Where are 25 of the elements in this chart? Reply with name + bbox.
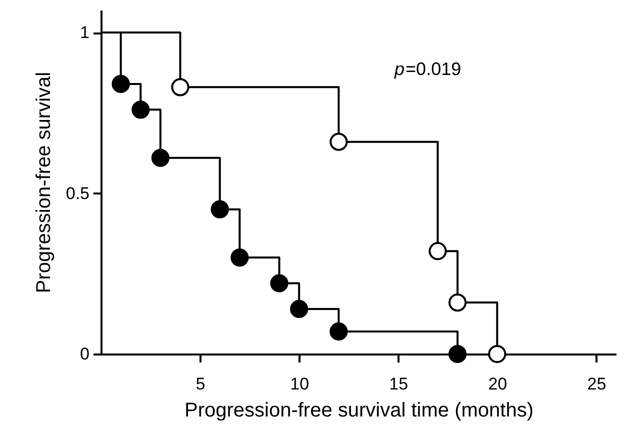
point: [488, 344, 506, 364]
y-axis-title: Progression-free survival: [32, 72, 55, 294]
point: [290, 300, 308, 318]
point: [270, 274, 288, 292]
x-tick-label: 15: [389, 374, 408, 394]
point: [151, 148, 170, 167]
x-tick-label: 25: [587, 374, 606, 394]
point: [210, 200, 229, 218]
x-tick-label: 5: [196, 374, 206, 394]
annotation: p=0.019: [394, 59, 462, 79]
point: [230, 248, 249, 267]
y-tick-label: 0: [80, 344, 90, 364]
point: [330, 132, 348, 151]
y-tick-label: 1: [80, 23, 90, 42]
point: [132, 100, 150, 119]
x-axis-title: Progression-free survival time (months): [184, 400, 534, 422]
point: [448, 344, 467, 364]
point: [112, 74, 130, 93]
x-tick-label: 10: [290, 374, 310, 394]
x-tick-label: 20: [488, 374, 508, 394]
point: [448, 294, 467, 312]
point: [330, 322, 348, 341]
point: [428, 242, 447, 260]
y-tick-label: 0.5: [66, 184, 90, 203]
point: [171, 78, 190, 96]
